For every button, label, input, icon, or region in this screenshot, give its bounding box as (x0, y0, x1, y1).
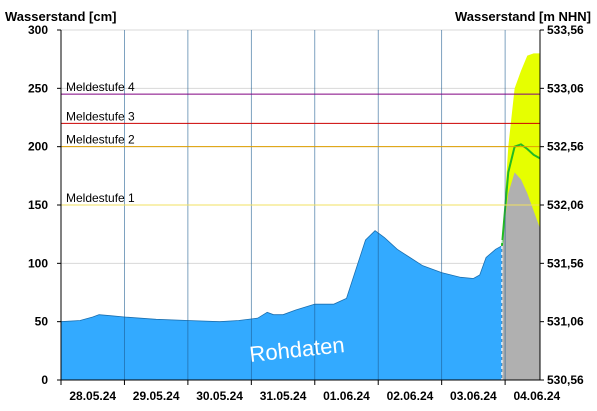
x-tick-label: 03.06.24 (450, 389, 497, 403)
left-tick-label: 150 (28, 198, 48, 212)
right-tick-label: 532,56 (547, 140, 584, 154)
forecast-median-line (500, 143, 541, 246)
x-tick-label: 30.05.24 (196, 389, 243, 403)
right-tick-label: 530,56 (547, 373, 584, 387)
x-tick-label: 02.06.24 (387, 389, 434, 403)
left-tick-label: 100 (28, 256, 48, 270)
right-tick-label: 533,06 (547, 81, 584, 95)
right-axis-title: Wasserstand [m NHN] (455, 9, 591, 24)
x-tick-label: 31.05.24 (260, 389, 307, 403)
measured-area (60, 230, 503, 381)
right-tick-label: 531,06 (547, 315, 584, 329)
x-tick-label: 04.06.24 (513, 389, 560, 403)
warning-levels: Meldestufe 4 Meldestufe 3 Meldestufe 2 Meld… (61, 80, 540, 206)
left-tick-label: 50 (35, 315, 49, 329)
left-tick-label: 200 (28, 140, 48, 154)
left-tick-label: 0 (41, 373, 48, 387)
forecast-gray-area (501, 172, 540, 380)
level-label-1: Meldestufe 1 (66, 191, 135, 205)
series-layer (60, 30, 541, 381)
axes: 0 50 100 150 200 250 300 530,56 531,06 531,56 532,… (28, 23, 584, 403)
x-tick-label: 28.05.24 (69, 389, 116, 403)
level-label-4: Meldestufe 4 (66, 80, 135, 94)
left-axis-title: Wasserstand [cm] (5, 9, 117, 24)
left-tick-label: 300 (28, 23, 48, 37)
level-label-2: Meldestufe 2 (66, 133, 135, 147)
x-tick-label: 01.06.24 (323, 389, 370, 403)
left-tick-label: 250 (28, 81, 48, 95)
right-tick-label: 533,56 (547, 23, 584, 37)
right-tick-label: 531,56 (547, 256, 584, 270)
right-tick-label: 532,06 (547, 198, 584, 212)
x-tick-label: 29.05.24 (133, 389, 180, 403)
level-label-3: Meldestufe 3 (66, 109, 135, 123)
